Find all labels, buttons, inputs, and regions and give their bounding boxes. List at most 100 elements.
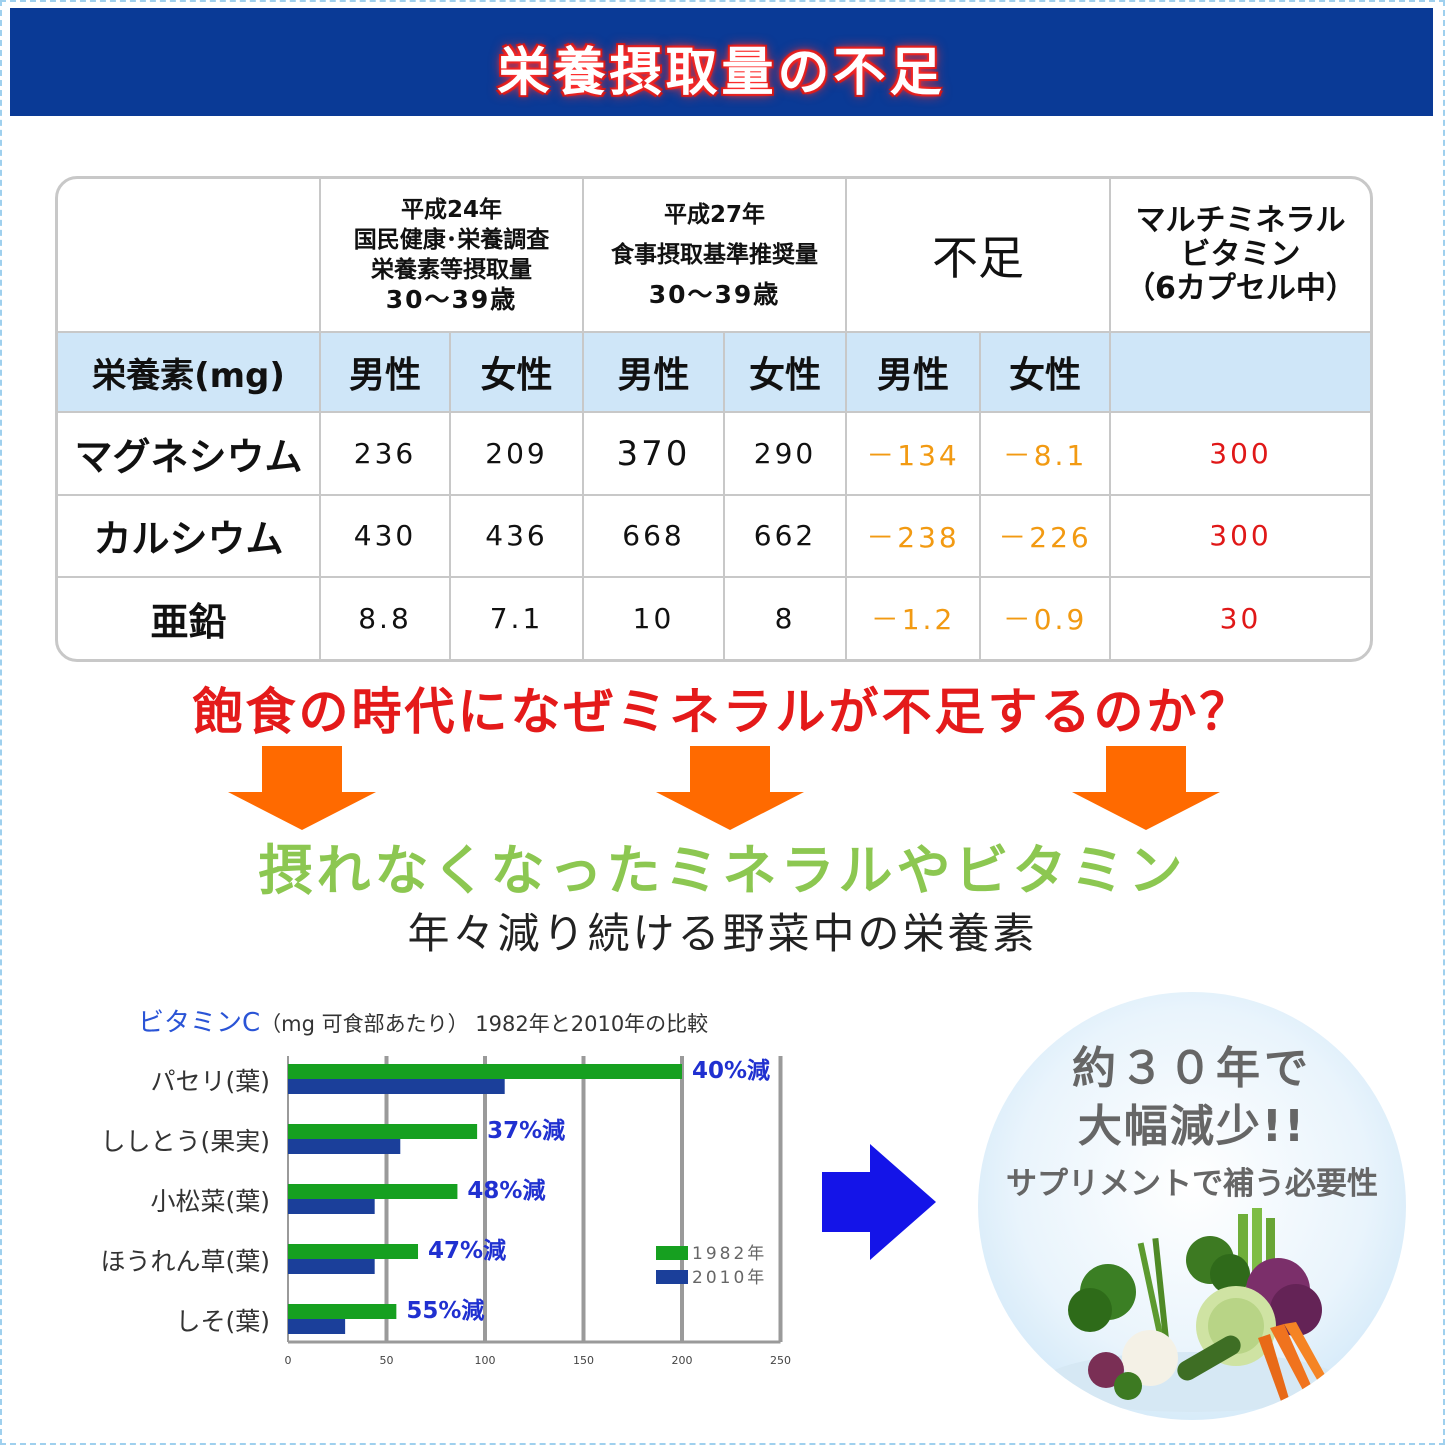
survey-female: 436	[449, 493, 584, 578]
legend-swatch	[656, 1270, 688, 1284]
standard-male: 370	[582, 411, 725, 496]
circle-line-3: サプリメントで補う必要性	[1006, 1166, 1378, 1202]
chart-title-vitamin: ビタミンC	[138, 1008, 261, 1038]
header-supplement: マルチミネラル ビタミン （6カプセル中）	[1109, 179, 1370, 334]
bar-1982	[288, 1184, 458, 1199]
header-survey: 平成24年 国民健康･栄養調査 栄養素等摂取量 30～39歳	[319, 179, 584, 334]
header-supplement-line: （6カプセル中）	[1125, 271, 1356, 307]
header-standard-line: 30～39歳	[648, 280, 781, 310]
standard-female: 662	[723, 493, 847, 578]
reduction-label: 40%減	[692, 1058, 770, 1084]
table-row: カルシウム 430 436 668 662 －238 －226 300	[58, 493, 1370, 578]
down-arrow-icon	[228, 746, 376, 830]
legend-swatch	[656, 1246, 688, 1260]
legend-label: 1982年	[692, 1244, 767, 1264]
page-title: 栄養摂取量の不足	[497, 43, 946, 103]
x-tick-label: 0	[285, 1354, 292, 1367]
survey-male: 236	[319, 411, 451, 496]
table-row: 亜鉛 8.8 7.1 10 8 －1.2 －0.9 30	[58, 575, 1370, 659]
survey-male: 430	[319, 493, 451, 578]
chart-title-rest: （mg 可食部あたり） 1982年と2010年の比較	[260, 1012, 709, 1036]
circle-line-1: 約３０年で	[1072, 1043, 1312, 1094]
header-standard-line: 食事摂取基準推奨量	[611, 242, 818, 269]
down-arrow-icon	[656, 746, 804, 830]
right-arrow-icon	[822, 1144, 936, 1260]
subheader-female: 女性	[979, 331, 1111, 414]
down-arrow-icon	[1072, 746, 1220, 830]
x-tick-label: 150	[573, 1354, 594, 1367]
shortage-male: －1.2	[845, 575, 981, 659]
x-tick-label: 200	[672, 1354, 693, 1367]
category-label: ほうれん草(葉)	[100, 1247, 270, 1276]
reduction-label: 37%減	[487, 1118, 565, 1144]
header-survey-line: 栄養素等摂取量	[371, 257, 532, 284]
bar-1982	[288, 1304, 397, 1319]
table-row: マグネシウム 236 209 370 290 －134 －8.1 300	[58, 411, 1370, 496]
bar-2010	[288, 1139, 401, 1154]
survey-female: 7.1	[449, 575, 584, 659]
question-text: 飽食の時代になぜミネラルが不足するのか？	[192, 683, 1253, 741]
reduction-label: 55%減	[406, 1298, 484, 1324]
category-label: 小松菜(葉)	[150, 1187, 270, 1216]
standard-female: 290	[723, 411, 847, 496]
bar-1982	[288, 1244, 419, 1259]
shortage-female: －0.9	[979, 575, 1111, 659]
x-tick-label: 100	[475, 1354, 496, 1367]
shortage-female: －8.1	[979, 411, 1111, 496]
header-standard: 平成27年 食事摂取基準推奨量 30～39歳	[582, 179, 847, 334]
bar-1982	[288, 1124, 478, 1139]
subheader-male: 男性	[582, 331, 725, 414]
category-label: しそ(葉)	[175, 1307, 270, 1336]
subheader-nutrient: 栄養素(mg)	[58, 331, 321, 414]
subheader-female: 女性	[449, 331, 584, 414]
header-survey-line: 国民健康･栄養調査	[353, 227, 550, 254]
header-survey-line: 30～39歳	[385, 285, 518, 315]
reduction-label: 47%減	[428, 1238, 506, 1264]
circle-line-2: 大幅減少!!	[1077, 1101, 1307, 1152]
header-survey-line: 平成24年	[400, 197, 502, 224]
standard-female: 8	[723, 575, 847, 659]
supplement-amount: 300	[1109, 411, 1370, 496]
corner-cell	[58, 179, 321, 334]
vegetables-image	[1042, 1208, 1342, 1412]
x-tick-label: 50	[380, 1354, 394, 1367]
shortage-female: －226	[979, 493, 1111, 578]
header-supplement-line: ビタミン	[1180, 237, 1301, 273]
x-tick-label: 250	[770, 1354, 791, 1367]
bar-2010	[288, 1079, 505, 1094]
nutrient-table: 平成24年 国民健康･栄養調査 栄養素等摂取量 30～39歳 平成27年 食事摂…	[55, 176, 1373, 662]
header-shortage: 不足	[845, 179, 1111, 334]
conclusion-circle: 約３０年で 大幅減少!! サプリメントで補う必要性	[978, 992, 1406, 1420]
category-label: ししとう(果実)	[100, 1127, 270, 1156]
shortage-male: －134	[845, 411, 981, 496]
title-banner: 栄養摂取量の不足	[10, 8, 1433, 116]
bar-2010	[288, 1319, 346, 1334]
survey-female: 209	[449, 411, 584, 496]
header-supplement-line: マルチミネラル	[1135, 203, 1346, 239]
nutrient-name: 亜鉛	[58, 575, 321, 659]
nutrient-name: カルシウム	[58, 493, 321, 578]
survey-male: 8.8	[319, 575, 451, 659]
subheader-male: 男性	[319, 331, 451, 414]
subheadline: 年々減り続ける野菜中の栄養素	[407, 909, 1038, 958]
subheader-female: 女性	[723, 331, 847, 414]
bar-1982	[288, 1064, 682, 1079]
standard-male: 668	[582, 493, 725, 578]
shortage-male: －238	[845, 493, 981, 578]
category-label: パセリ(葉)	[150, 1067, 270, 1096]
supplement-amount: 30	[1109, 575, 1370, 659]
supplement-amount: 300	[1109, 493, 1370, 578]
chart-title: ビタミンC（mg 可食部あたり） 1982年と2010年の比較	[138, 1002, 708, 1039]
reduction-label: 48%減	[467, 1178, 545, 1204]
bar-2010	[288, 1199, 375, 1214]
legend-label: 2010年	[692, 1268, 767, 1288]
bar-2010	[288, 1259, 375, 1274]
standard-male: 10	[582, 575, 725, 659]
subheader-empty	[1109, 331, 1370, 414]
nutrient-name: マグネシウム	[58, 411, 321, 496]
header-standard-line: 平成27年	[663, 202, 765, 229]
headline: 摂れなくなったミネラルやビタミン	[258, 839, 1187, 902]
subheader-male: 男性	[845, 331, 981, 414]
